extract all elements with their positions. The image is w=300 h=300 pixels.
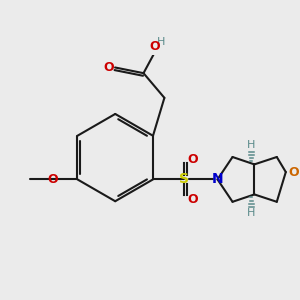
Text: O: O — [187, 153, 198, 166]
Text: S: S — [179, 172, 189, 186]
Text: H: H — [247, 140, 256, 150]
Text: O: O — [187, 193, 198, 206]
Text: O: O — [103, 61, 113, 74]
Text: O: O — [150, 40, 160, 53]
Text: N: N — [212, 172, 223, 186]
Text: H: H — [157, 37, 166, 47]
Text: O: O — [47, 173, 58, 186]
Text: H: H — [247, 208, 256, 218]
Text: O: O — [289, 166, 299, 178]
